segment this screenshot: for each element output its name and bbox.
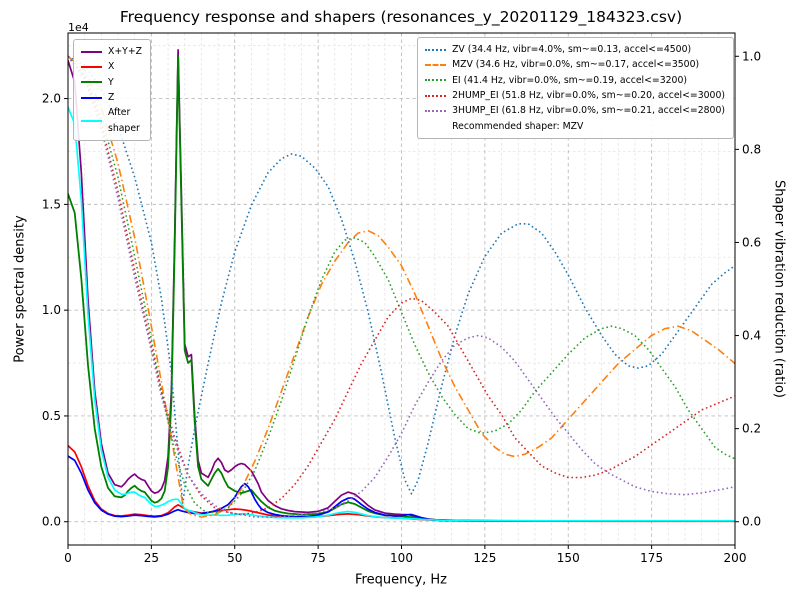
- series-line-z: [68, 455, 735, 523]
- y-right-tick-label: 0.6: [742, 235, 761, 249]
- series-group: [68, 49, 735, 523]
- legend-item-label: EI (41.4 Hz, vibr=0.0%, sm~=0.19, accel<…: [452, 74, 688, 86]
- series-line-3hump-ei: [68, 55, 735, 518]
- legend-line-sample: [81, 81, 102, 84]
- y-axis-label-right: Shaper vibration reduction (ratio): [771, 180, 787, 398]
- legend-line-sample: [425, 48, 447, 51]
- series-line-mzv: [68, 55, 735, 518]
- series-line-2hump-ei: [68, 55, 735, 516]
- x-tick-label: 25: [144, 551, 159, 565]
- y-left-tick-label: 1.0: [42, 303, 61, 317]
- legend-item-y: Y: [81, 75, 142, 90]
- legend-item-label: ZV (34.4 Hz, vibr=4.0%, sm~=0.13, accel<…: [452, 44, 692, 55]
- y-right-tick-label: 0.4: [742, 329, 761, 343]
- legend-line-sample: [81, 65, 102, 68]
- series-line-ei: [68, 55, 735, 514]
- series-line-after-shaper: [68, 106, 735, 522]
- legend-shapers: ZV (34.4 Hz, vibr=4.0%, sm~=0.13, accel<…: [417, 37, 734, 139]
- series-line-y: [68, 55, 735, 522]
- x-tick-label: 0: [64, 551, 72, 565]
- legend-line-sample: [81, 96, 102, 99]
- legend-item-after: After shaper: [81, 105, 142, 136]
- legend-line-sample: [425, 94, 447, 97]
- legend-item-ei: EI (41.4 Hz, vibr=0.0%, sm~=0.19, accel<…: [425, 73, 725, 88]
- legend-item-x-y-z: X+Y+Z: [81, 44, 142, 59]
- y-left-tick-label: 0.5: [42, 409, 61, 423]
- tick-labels: 0 25 50 75 100 125 150 175 200 0.0 0.5 1.0 1.5 2.0 0.0…: [42, 49, 761, 565]
- y-left-tick-label: 1.5: [42, 197, 61, 211]
- legend-line-sample: [425, 109, 447, 112]
- x-axis-label: Frequency, Hz: [354, 572, 448, 588]
- legend-line-sample: [81, 119, 102, 122]
- legend-line-sample: [425, 63, 447, 66]
- legend-item-label: Z: [108, 91, 115, 103]
- legend-item-x: X: [81, 59, 142, 74]
- legend-line-sample: [425, 79, 447, 82]
- legend-item-label: MZV (34.6 Hz, vibr=0.0%, sm~=0.17, accel…: [452, 59, 700, 71]
- series-line-zv: [68, 55, 735, 504]
- chart-title: Frequency response and shapers (resonanc…: [119, 8, 683, 26]
- recommended-shaper-text: Recommended shaper: MZV: [452, 120, 584, 132]
- y-right-tick-label: 0.8: [742, 142, 761, 156]
- legend-item-label: 3HUMP_EI (61.8 Hz, vibr=0.0%, sm~=0.21, …: [452, 105, 725, 117]
- y-right-tick-label: 0.0: [742, 515, 761, 529]
- tick-marks: [64, 55, 739, 549]
- x-tick-label: 75: [310, 551, 325, 565]
- legend-item-2hump-ei: 2HUMP_EI (51.8 Hz, vibr=0.0%, sm~=0.20, …: [425, 88, 725, 103]
- grid-minor: [68, 33, 735, 545]
- legend-item-label: After shaper: [108, 107, 140, 134]
- y-axis-label-left: Power spectral density: [12, 215, 28, 363]
- legend-item-zv: ZV (34.4 Hz, vibr=4.0%, sm~=0.13, accel<…: [425, 42, 725, 57]
- legend-item-label: Y: [108, 76, 114, 88]
- legend-item-z: Z: [81, 90, 142, 105]
- legend-item-mzv: MZV (34.6 Hz, vibr=0.0%, sm~=0.17, accel…: [425, 57, 725, 72]
- y-right-tick-label: 0.2: [742, 422, 761, 436]
- legend-item-label: X+Y+Z: [108, 46, 142, 57]
- legend-item-label: 2HUMP_EI (51.8 Hz, vibr=0.0%, sm~=0.20, …: [452, 89, 725, 101]
- x-tick-label: 100: [390, 551, 413, 565]
- y-right-tick-label: 1.0: [742, 49, 761, 63]
- legend-psd: X+Y+Z X Y Z After shaper: [73, 39, 151, 141]
- y-left-tick-label: 0.0: [42, 515, 61, 529]
- y-axis-offset-text: 1e4: [68, 21, 89, 34]
- x-tick-label: 150: [557, 551, 580, 565]
- x-tick-label: 125: [473, 551, 496, 565]
- y-left-tick-label: 2.0: [42, 92, 61, 106]
- legend-item-3hump-ei: 3HUMP_EI (61.8 Hz, vibr=0.0%, sm~=0.21, …: [425, 103, 725, 118]
- x-tick-label: 175: [640, 551, 663, 565]
- x-tick-label: 50: [227, 551, 242, 565]
- legend-line-sample: [81, 50, 102, 53]
- legend-item-label: X: [108, 61, 115, 73]
- x-tick-label: 200: [724, 551, 747, 565]
